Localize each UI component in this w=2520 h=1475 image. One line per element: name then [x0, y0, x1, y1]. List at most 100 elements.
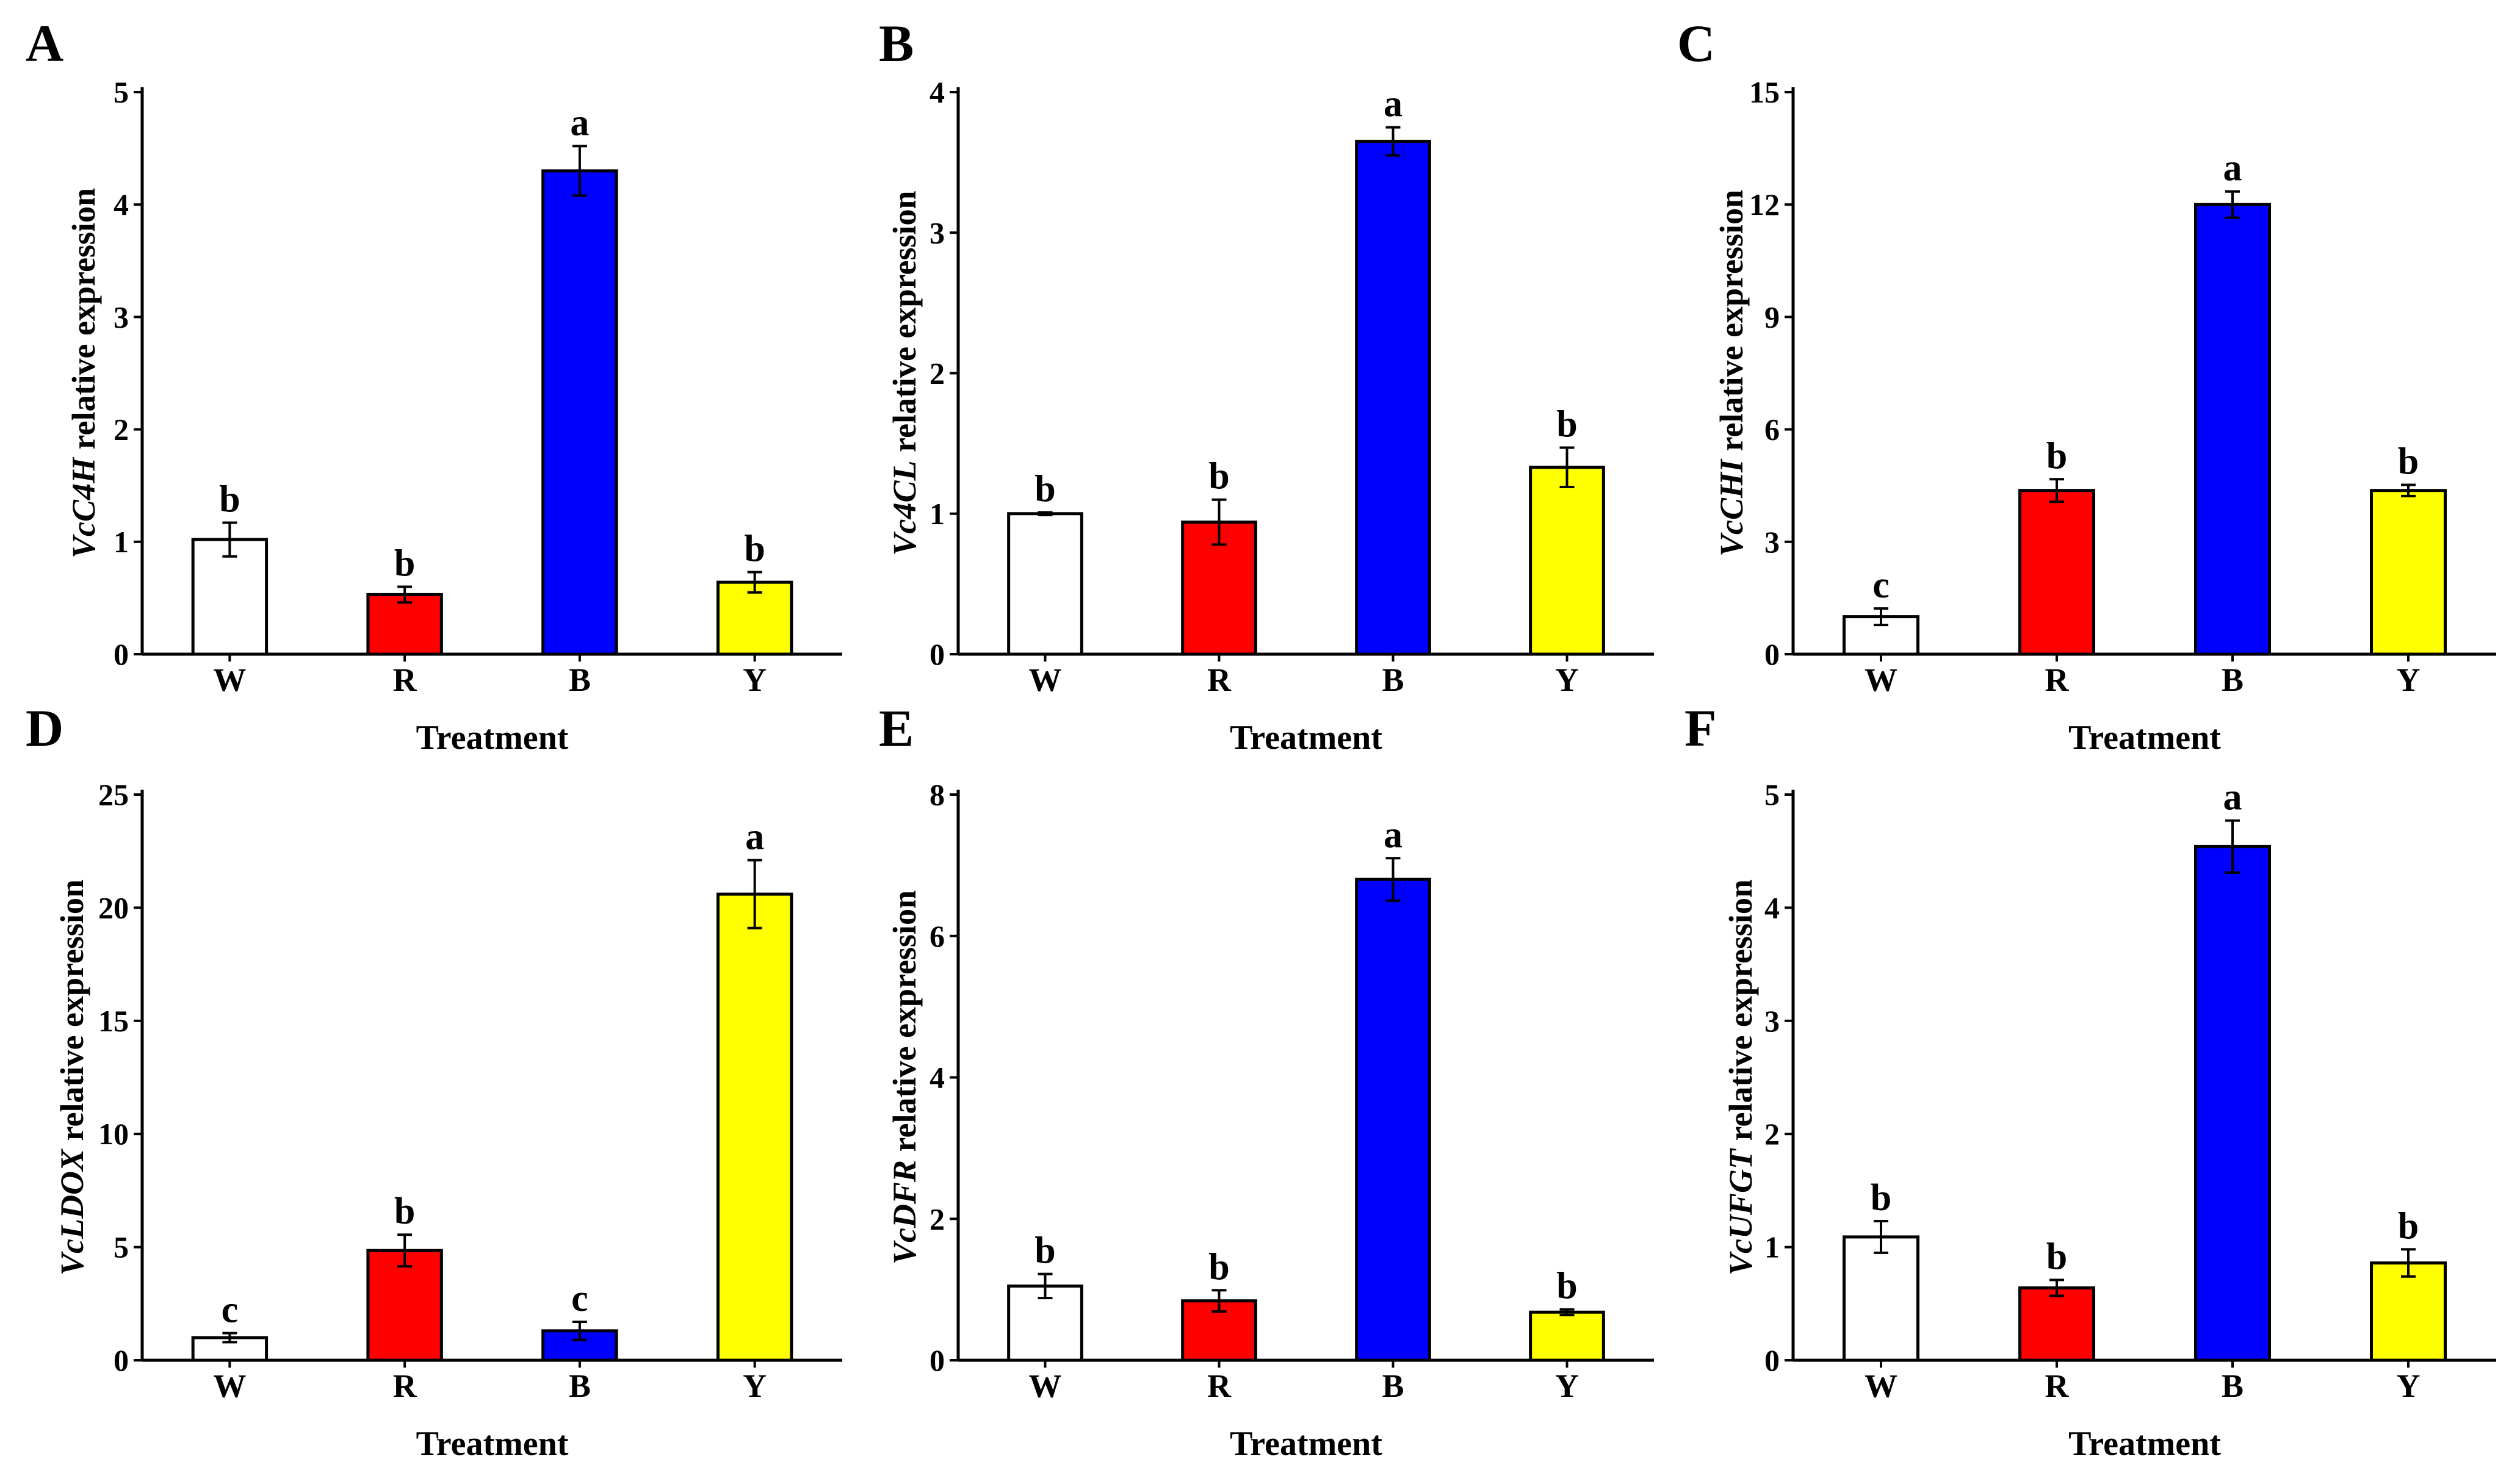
- significance-letter: a: [745, 817, 764, 858]
- y-axis-label-suffix: relative expression: [1722, 879, 1759, 1149]
- x-tick-label: Y: [2397, 1368, 2421, 1404]
- x-tick-label: R: [1207, 1368, 1232, 1404]
- significance-letter: c: [1872, 564, 1890, 606]
- significance-letter: b: [219, 478, 240, 520]
- significance-letter: b: [1208, 456, 1229, 497]
- x-axis-label: Treatment: [2068, 719, 2221, 757]
- significance-letter: b: [1871, 1177, 1891, 1219]
- chart-panel-f: F 0 1 2 3 4 5 VcUFGT relative expression b Wb Ra Bb…: [1684, 699, 2496, 1463]
- bar-b: [1355, 878, 1431, 1362]
- y-tick-label: 0: [930, 637, 945, 671]
- panel-letter: E: [879, 699, 914, 757]
- y-tick-label: 0: [930, 1343, 945, 1377]
- x-tick-label: B: [2222, 1368, 2244, 1404]
- y-tick-label: 1: [930, 497, 945, 531]
- significance-letter: b: [1556, 404, 1577, 445]
- y-axis-label-suffix: relative expression: [1713, 190, 1750, 460]
- x-tick-label: W: [213, 1368, 246, 1404]
- y-tick-label: 2: [114, 413, 129, 447]
- y-tick-label: 3: [930, 215, 945, 250]
- y-tick-label: 4: [114, 187, 129, 222]
- significance-letter: b: [2398, 1205, 2419, 1247]
- y-axis-label: Vc4CL relative expression: [886, 191, 923, 556]
- y-tick-label: 12: [1749, 187, 1780, 222]
- x-axis-label: Treatment: [2068, 1425, 2221, 1463]
- x-axis-label: Treatment: [416, 719, 569, 757]
- significance-letter: a: [2223, 148, 2242, 189]
- y-axis-label: VcC4H relative expression: [65, 188, 102, 558]
- bar-y: [1529, 466, 1605, 656]
- y-tick-label: 4: [930, 75, 945, 109]
- y-tick-label: 6: [1764, 413, 1780, 447]
- panel-letter: B: [879, 14, 914, 73]
- x-tick-label: Y: [2397, 662, 2421, 698]
- significance-letter: b: [744, 528, 765, 570]
- chart-panel-a: A 0 1 2 3 4 5 VcC4H relative expression b Wb Ra Bb Y…: [26, 14, 842, 757]
- x-tick-label: Y: [1555, 662, 1579, 698]
- x-tick-label: R: [393, 1368, 417, 1404]
- chart-panel-c: C 0 3 6 9 12 15 VcCHI relative expression c Wb Ra B…: [1677, 14, 2496, 757]
- x-tick-label: B: [1382, 662, 1404, 698]
- significance-letter: a: [2223, 777, 2242, 818]
- bar-r: [366, 1249, 443, 1362]
- x-tick-label: W: [1865, 662, 1897, 698]
- x-tick-label: B: [569, 1368, 591, 1404]
- x-tick-label: W: [213, 662, 246, 698]
- x-tick-label: W: [1029, 1368, 1062, 1404]
- significance-letter: a: [1384, 84, 1403, 125]
- chart-panel-d: D 0 5 10 15 20 25 VcLDOX relative expression c Wb…: [26, 699, 842, 1463]
- y-tick-label: 0: [114, 1343, 129, 1377]
- x-tick-label: B: [2222, 662, 2244, 698]
- bar-y: [716, 892, 793, 1362]
- bar-r: [2018, 489, 2095, 656]
- y-tick-label: 0: [1764, 637, 1780, 671]
- y-tick-label: 6: [930, 919, 945, 953]
- x-tick-label: W: [1865, 1368, 1897, 1404]
- y-tick-label: 15: [98, 1004, 129, 1038]
- y-axis-label-gene: VcLDOX: [54, 1148, 90, 1275]
- significance-letter: a: [1384, 814, 1403, 856]
- bar-w: [191, 538, 269, 656]
- x-axis-label: Treatment: [1230, 1425, 1382, 1463]
- y-axis-label-suffix: relative expression: [65, 188, 102, 458]
- y-axis-label-suffix: relative expression: [886, 890, 923, 1160]
- bar-r: [2018, 1286, 2095, 1362]
- panel-letter: C: [1677, 14, 1715, 73]
- y-tick-label: 3: [1764, 525, 1780, 559]
- y-tick-label: 1: [1764, 1230, 1780, 1264]
- y-tick-label: 25: [98, 777, 129, 812]
- y-axis-label-suffix: relative expression: [54, 879, 90, 1149]
- significance-letter: b: [394, 1191, 415, 1232]
- significance-letter: b: [394, 543, 415, 584]
- y-tick-label: 20: [98, 890, 129, 925]
- chart-panel-e: E 0 2 4 6 8 VcDFR relative expression b Wb Ra Bb Y T…: [879, 699, 1654, 1463]
- panel-letter: A: [26, 14, 63, 73]
- chart-panel-b: B 0 1 2 3 4 Vc4CL relative expression b Wb Ra Bb Y T…: [879, 14, 1654, 757]
- y-axis-label-gene: VcCHI: [1713, 458, 1750, 557]
- y-tick-label: 5: [114, 1230, 129, 1264]
- panel-letter: F: [1684, 699, 1717, 757]
- x-tick-label: Y: [743, 1368, 767, 1404]
- y-axis-label-gene: VcDFR: [886, 1160, 923, 1264]
- bar-w: [1843, 1235, 1919, 1362]
- y-tick-label: 0: [114, 637, 129, 671]
- y-tick-label: 9: [1764, 300, 1780, 334]
- y-axis-label: VcUFGT relative expression: [1722, 879, 1759, 1275]
- y-tick-label: 2: [930, 356, 945, 391]
- significance-letter: b: [1034, 468, 1055, 510]
- x-tick-label: Y: [743, 662, 767, 698]
- y-axis-label-gene: VcUFGT: [1722, 1148, 1759, 1275]
- y-tick-label: 15: [1749, 75, 1780, 109]
- significance-letter: b: [1034, 1230, 1055, 1272]
- x-tick-label: B: [1382, 1368, 1404, 1404]
- significance-letter: b: [2046, 1236, 2067, 1277]
- y-tick-label: 3: [114, 300, 129, 334]
- bar-y: [716, 580, 793, 656]
- y-tick-label: 8: [930, 777, 945, 812]
- x-tick-label: Y: [1555, 1368, 1579, 1404]
- y-tick-label: 1: [114, 525, 129, 559]
- y-axis-label: VcLDOX relative expression: [54, 879, 90, 1275]
- y-axis-label: VcDFR relative expression: [886, 890, 923, 1264]
- y-axis-label-gene: Vc4CL: [886, 460, 923, 555]
- y-tick-label: 4: [930, 1061, 945, 1095]
